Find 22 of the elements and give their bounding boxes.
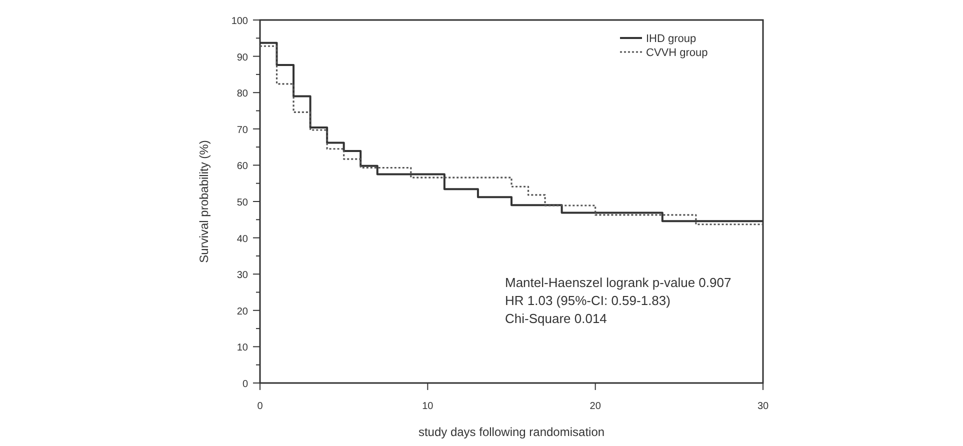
y-tick-label: 80 xyxy=(236,88,248,100)
y-tick-label: 50 xyxy=(236,198,248,208)
y-tick-label: 10 xyxy=(236,342,248,354)
x-tick-label: 20 xyxy=(590,401,602,412)
annotation: Mantel-Haenszel logrank p-value 0.907 xyxy=(505,275,732,290)
legend-label: CVVH group xyxy=(646,47,708,59)
y-tick-label: 0 xyxy=(242,379,248,390)
y-tick-label: 30 xyxy=(236,270,248,282)
annotation: HR 1.03 (95%-CI: 0.59-1.83) xyxy=(505,293,670,308)
y-axis-title: Survival probability (%) xyxy=(197,140,211,263)
x-tick-label: 0 xyxy=(257,401,264,412)
y-tick-label: 70 xyxy=(236,124,248,136)
x-tick-label: 30 xyxy=(757,401,769,412)
annotation: Chi-Square 0.014 xyxy=(505,311,607,326)
x-tick-label: 10 xyxy=(422,401,434,412)
legend-label: IHD group xyxy=(646,33,696,45)
y-tick-label: 40 xyxy=(236,234,248,245)
y-tick-label: 90 xyxy=(236,52,248,64)
y-tick-label: 20 xyxy=(236,306,248,318)
x-axis-title: study days following randomisation xyxy=(418,425,605,439)
y-tick-label: 60 xyxy=(236,161,248,172)
y-tick-label: 100 xyxy=(231,16,248,27)
